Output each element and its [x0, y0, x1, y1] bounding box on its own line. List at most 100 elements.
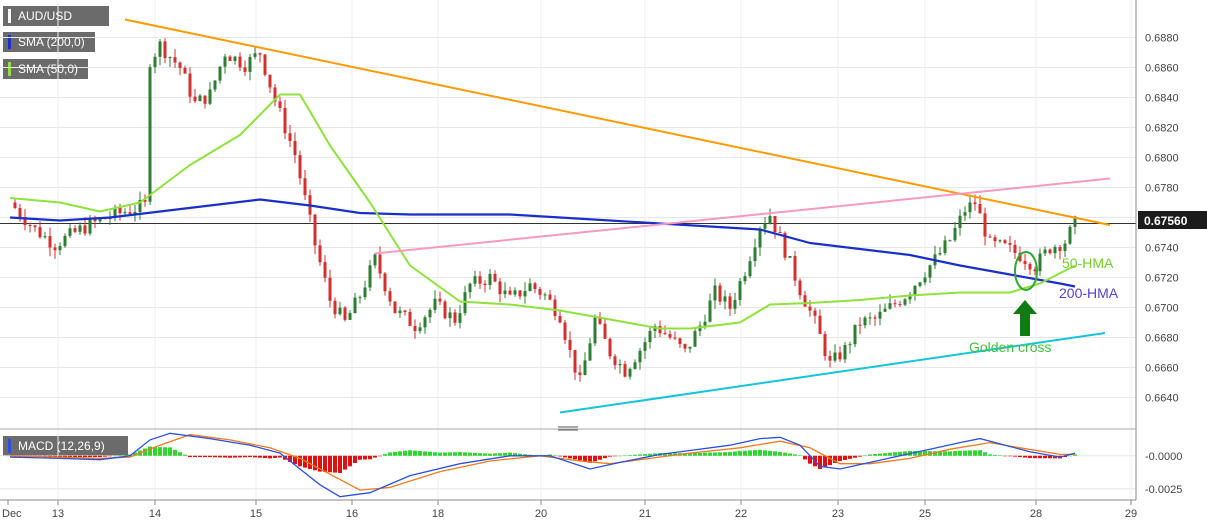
macd-histogram-bar [83, 455, 87, 458]
candle [283, 99, 287, 140]
macd-histogram-bar [493, 453, 497, 456]
y-tick-label: 0.6640 [1145, 393, 1179, 405]
candle [78, 222, 82, 235]
candle [1013, 240, 1017, 260]
macd-histogram-bar [643, 454, 647, 456]
candle [238, 52, 242, 72]
candle [653, 323, 657, 338]
macd-histogram-bar [748, 450, 752, 456]
x-tick-label: 23 [832, 508, 844, 520]
candle [738, 278, 742, 306]
macd-histogram-bar [563, 455, 567, 458]
macd-histogram-bar [758, 449, 762, 456]
candle [758, 226, 762, 256]
macd-histogram-bar [178, 452, 182, 456]
macd-histogram-bar [858, 455, 862, 457]
legend-swatch-sma50 [8, 62, 11, 76]
macd-histogram-bar [483, 453, 487, 456]
candle [853, 324, 857, 348]
macd-histogram-bar [498, 453, 502, 456]
candle [863, 315, 867, 329]
macd-histogram-bar [1033, 455, 1037, 459]
macd-histogram-bar [998, 455, 1002, 456]
y-tick-label: 0.6740 [1145, 243, 1179, 255]
candle [993, 234, 997, 248]
macd-histogram-bar [183, 454, 187, 456]
candle [788, 255, 792, 258]
macd-histogram-bar [208, 455, 212, 458]
macd-histogram-bar [198, 455, 202, 458]
candle [858, 317, 862, 335]
x-tick-label: 15 [250, 508, 262, 520]
candle [233, 55, 237, 65]
macd-histogram-bar [363, 455, 367, 460]
candle [958, 209, 962, 236]
candle [303, 170, 307, 201]
candle [448, 307, 452, 327]
macd-histogram-bar [203, 455, 207, 458]
candle [673, 331, 677, 341]
macd-histogram-bar [713, 452, 717, 456]
candle [838, 346, 842, 363]
macd-histogram-bar [1068, 455, 1072, 457]
macd-histogram-bar [923, 451, 927, 456]
candle [328, 269, 332, 308]
candle [823, 331, 827, 361]
candle [518, 289, 522, 300]
macd-histogram-bar [763, 450, 767, 456]
macd-histogram-bar [513, 453, 517, 456]
macd-histogram-bar [473, 452, 477, 456]
candle [313, 213, 317, 255]
macd-histogram-bar [73, 455, 77, 458]
candle [698, 321, 702, 337]
candle [883, 303, 887, 313]
macd-histogram-bar [288, 455, 292, 462]
macd-histogram-bar [1043, 455, 1047, 459]
candle [848, 341, 852, 354]
x-tick-label: 20 [535, 508, 547, 520]
hma50-line [9, 93, 1076, 330]
macd-histogram-bar [638, 454, 642, 456]
macd-histogram-bar [238, 455, 242, 458]
macd-histogram-bar [478, 453, 482, 456]
candle [538, 286, 542, 300]
candle [163, 38, 167, 64]
macd-histogram-bar [583, 455, 587, 462]
candle [493, 270, 497, 283]
macd-histogram-bar [268, 455, 272, 459]
macd-histogram-bar [823, 455, 827, 467]
macd-histogram-bar [718, 452, 722, 456]
grid [0, 0, 1136, 500]
macd-histogram-bar [878, 453, 882, 456]
price-axis: 0.6640 0.6660 0.6680 0.6700 0.6720 0.6740 0.67… [1145, 33, 1182, 496]
x-tick-label: 18 [432, 508, 444, 520]
macd-histogram-bar [458, 452, 462, 456]
candle [968, 194, 972, 219]
candle [528, 278, 532, 292]
candle [153, 53, 157, 74]
candle [743, 272, 747, 285]
macd-histogram-bar [548, 454, 552, 456]
macd-histogram-bar [988, 454, 992, 456]
macd-histogram-bar [993, 454, 997, 456]
macd-histogram-bar [738, 450, 742, 456]
candle [503, 282, 507, 299]
candle [723, 290, 727, 310]
candle [213, 80, 217, 93]
candle [583, 352, 587, 376]
macd-histogram-bar [1018, 455, 1022, 458]
macd-histogram-bar [233, 455, 237, 458]
candle [148, 64, 152, 206]
macd-histogram-bar [98, 455, 102, 458]
candle [158, 39, 162, 66]
macd-histogram-bar [1008, 455, 1012, 457]
macd-histogram-bar [898, 451, 902, 456]
macd-histogram-bar [623, 455, 627, 456]
candle [513, 287, 517, 297]
panel-resize-handle[interactable] [558, 426, 578, 431]
macd-histogram-bar [343, 455, 347, 470]
candle [668, 330, 672, 340]
y-tick-label: 0.6880 [1145, 33, 1179, 45]
candle [388, 287, 392, 307]
legend-swatch-macd [8, 439, 11, 453]
